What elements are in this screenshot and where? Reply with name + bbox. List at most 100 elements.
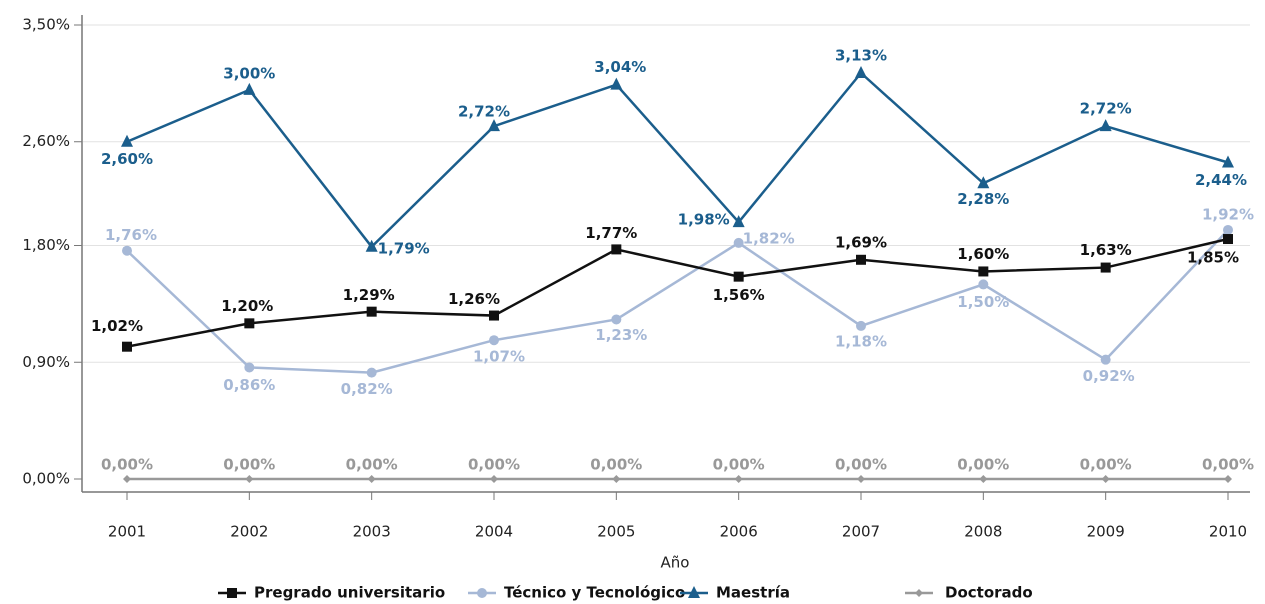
x-tick-label: 2008	[964, 523, 1002, 541]
data-label: 0,00%	[468, 456, 520, 474]
legend-label: Pregrado universitario	[254, 584, 445, 602]
data-label: 0,00%	[223, 456, 275, 474]
point	[244, 318, 255, 329]
x-tick-label: 2004	[475, 523, 513, 541]
data-label: 1,63%	[1080, 241, 1132, 259]
data-label: 2,72%	[1080, 100, 1132, 118]
data-label: 1,92%	[1202, 205, 1254, 223]
data-label: 1,69%	[835, 233, 887, 251]
data-label: 2,28%	[957, 190, 1009, 208]
point	[245, 475, 254, 483]
point	[1224, 475, 1232, 483]
data-label: 0,92%	[1083, 367, 1135, 385]
data-label: 3,00%	[223, 64, 275, 82]
data-label: 1,82%	[743, 229, 795, 247]
x-tick-label: 2006	[720, 523, 758, 541]
point	[688, 586, 700, 598]
data-label: 0,00%	[590, 456, 642, 474]
data-label: 2,72%	[458, 103, 510, 121]
point	[856, 320, 866, 331]
data-label: 3,04%	[594, 58, 646, 76]
point	[977, 176, 990, 189]
point	[1223, 224, 1233, 235]
point	[122, 341, 132, 352]
point	[1223, 234, 1233, 245]
x-tick-label: 2005	[597, 523, 635, 541]
data-label: 0,00%	[835, 456, 887, 474]
data-label: 0,00%	[957, 456, 1009, 474]
x-tick-label: 2003	[353, 523, 391, 541]
data-label: 1,20%	[221, 297, 273, 315]
y-tick-label: 0,90%	[22, 353, 70, 371]
point	[489, 335, 499, 346]
point	[856, 254, 866, 265]
point	[1222, 155, 1234, 168]
point	[855, 65, 867, 78]
data-label: 2,44%	[1195, 171, 1247, 189]
x-tick-label: 2009	[1087, 523, 1125, 541]
data-label: 2,60%	[101, 150, 153, 168]
point	[243, 82, 256, 95]
point	[122, 245, 132, 256]
data-label: 1,29%	[343, 286, 395, 304]
y-tick-label: 3,50%	[22, 16, 70, 34]
point	[477, 588, 487, 598]
data-label: 1,50%	[957, 293, 1009, 311]
x-tick-label: 2002	[230, 523, 268, 541]
series-line	[126, 71, 1229, 249]
data-label: 1,60%	[957, 245, 1009, 263]
point	[489, 310, 499, 321]
data-label: 3,13%	[835, 46, 887, 64]
point	[1100, 262, 1111, 273]
series: 1,02% 1,20% 1,29% 1,26% 1,77% 1,56% 1,69% 1,60%…	[91, 224, 1239, 352]
series-line	[126, 229, 1229, 374]
data-label: 1,26%	[448, 290, 500, 308]
data-label: 1,07%	[473, 348, 525, 366]
point	[1099, 119, 1112, 132]
series-line	[126, 237, 1229, 348]
data-label: 1,56%	[713, 286, 765, 304]
point	[1101, 475, 1110, 483]
y-tick-label: 2,60%	[22, 132, 70, 150]
legend-label: Técnico y Tecnológico	[504, 584, 685, 602]
data-label: 1,76%	[105, 226, 157, 244]
point	[857, 475, 865, 483]
point	[366, 367, 377, 378]
series: 2,60% 3,00% 1,79% 2,72% 3,04% 1,98% 3,13% 2,28%…	[101, 46, 1247, 257]
x-tick-label: 2010	[1209, 523, 1247, 541]
point	[610, 77, 623, 90]
data-label: 1,79%	[378, 239, 430, 257]
y-tick-label: 0,00%	[22, 470, 70, 488]
data-label: 1,23%	[595, 326, 647, 344]
point	[244, 362, 255, 373]
point	[732, 215, 745, 228]
data-label: 1,18%	[835, 332, 887, 350]
data-label: 0,82%	[341, 380, 393, 398]
data-label: 1,98%	[678, 211, 730, 229]
data-label: 0,00%	[1202, 456, 1254, 474]
y-tick-label: 1,80%	[22, 236, 70, 254]
point	[123, 475, 131, 483]
point	[367, 475, 376, 483]
point	[490, 475, 498, 483]
data-label: 1,02%	[91, 317, 143, 335]
point	[979, 475, 988, 483]
point	[488, 119, 500, 132]
data-label: 0,86%	[223, 376, 275, 394]
point	[365, 239, 378, 252]
data-label: 0,00%	[713, 456, 765, 474]
point	[611, 314, 622, 325]
point	[978, 266, 989, 277]
point	[915, 589, 923, 597]
point	[733, 271, 744, 282]
point	[734, 475, 743, 483]
data-label: 0,00%	[346, 456, 398, 474]
point	[612, 475, 621, 483]
point	[611, 244, 622, 255]
data-label: 0,00%	[101, 456, 153, 474]
data-label: 1,77%	[585, 224, 637, 242]
point	[978, 279, 989, 290]
series: 1,76% 0,86% 0,82% 1,07% 1,23% 1,82% 1,18% 1,50%…	[105, 205, 1254, 398]
x-axis-title: Año	[661, 554, 690, 572]
series: 0,00% 0,00% 0,00% 0,00% 0,00% 0,00% 0,00% 0,00%…	[101, 456, 1254, 483]
